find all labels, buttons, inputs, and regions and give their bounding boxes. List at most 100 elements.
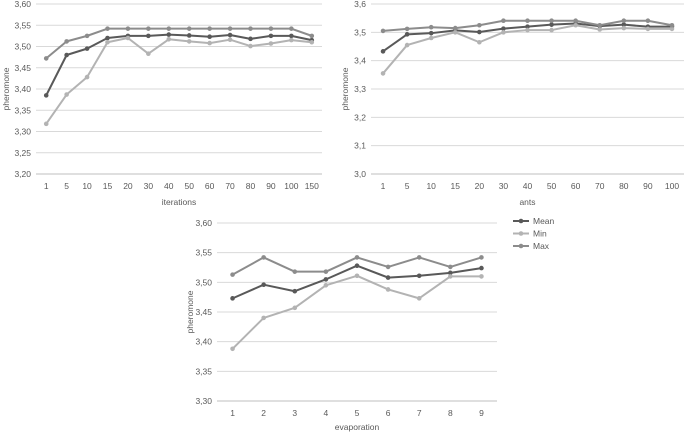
data-point-min bbox=[323, 283, 329, 288]
data-point-min bbox=[207, 40, 212, 46]
x-tick-label: 80 bbox=[246, 181, 256, 191]
data-point-min bbox=[64, 92, 69, 97]
y-tick-label: 3,2 bbox=[354, 112, 366, 122]
y-tick-label: 3,20 bbox=[14, 169, 31, 179]
data-point-mean bbox=[84, 46, 90, 51]
x-tick-label: 40 bbox=[164, 181, 174, 191]
x-tick-label: 40 bbox=[523, 181, 533, 191]
y-tick-label: 3,55 bbox=[14, 20, 31, 30]
x-tick-label: 10 bbox=[426, 181, 436, 191]
x-tick-label: 6 bbox=[386, 408, 391, 418]
data-point-max bbox=[479, 255, 484, 260]
data-point-min bbox=[354, 273, 360, 279]
data-point-max bbox=[380, 28, 386, 34]
data-point-min bbox=[268, 41, 274, 46]
y-tick-label: 3,60 bbox=[195, 218, 212, 228]
legend-label-max: Max bbox=[533, 241, 550, 251]
x-tick-label: 1 bbox=[44, 181, 49, 191]
data-point-max bbox=[354, 255, 360, 260]
data-point-mean bbox=[428, 30, 434, 36]
data-point-mean bbox=[248, 36, 253, 42]
y-tick-label: 3,55 bbox=[195, 248, 212, 258]
data-point-mean bbox=[380, 49, 386, 54]
x-tick-label: 30 bbox=[499, 181, 509, 191]
chart-evaporation: 3,30 3,35 3,40 3,45 3,50 3,55 3,60 1 2 3 4 5 6 7 8 9 eva… bbox=[185, 216, 555, 432]
series-line-max bbox=[45, 27, 313, 60]
y-tick-label: 3,1 bbox=[354, 141, 366, 151]
data-point-mean bbox=[501, 26, 506, 31]
data-point-mean bbox=[621, 22, 627, 27]
data-point-max bbox=[549, 18, 554, 24]
x-tick-label: 8 bbox=[448, 408, 453, 418]
y-tick-label: 3,5 bbox=[354, 27, 366, 37]
data-point-min bbox=[105, 39, 110, 45]
series-line-min bbox=[45, 37, 312, 125]
data-point-mean bbox=[292, 288, 298, 294]
data-point-max bbox=[248, 26, 253, 31]
data-point-max bbox=[166, 26, 172, 31]
data-point-min bbox=[289, 37, 294, 43]
data-point-max bbox=[84, 33, 90, 39]
data-point-min bbox=[248, 43, 253, 49]
series-max bbox=[380, 18, 675, 34]
data-point-mean bbox=[323, 277, 329, 282]
data-point-mean bbox=[354, 263, 360, 269]
data-point-min bbox=[309, 39, 315, 45]
series-max bbox=[43, 26, 315, 61]
x-tick-label: 1 bbox=[381, 181, 386, 191]
data-point-max bbox=[573, 18, 578, 24]
data-point-mean bbox=[416, 273, 422, 279]
y-axis-title: pheromone bbox=[340, 67, 350, 110]
y-tick-label: 3,35 bbox=[195, 366, 212, 376]
x-tick-label: 5 bbox=[355, 408, 360, 418]
y-tick-label: 3,45 bbox=[195, 307, 212, 317]
x-tick-label: 100 bbox=[665, 181, 679, 191]
data-point-max bbox=[385, 264, 391, 270]
data-point-max bbox=[525, 18, 530, 24]
legend-label-min: Min bbox=[533, 229, 547, 239]
data-point-max bbox=[428, 24, 434, 30]
x-tick-label: 7 bbox=[417, 408, 422, 418]
x-tick-label: 5 bbox=[64, 181, 69, 191]
x-tick-label: 100 bbox=[284, 181, 298, 191]
data-point-min bbox=[84, 74, 90, 80]
data-point-max bbox=[289, 26, 294, 31]
y-tick-label: 3,40 bbox=[14, 84, 31, 94]
x-axis-title: ants bbox=[519, 197, 535, 207]
x-tick-label: 2 bbox=[261, 408, 266, 418]
data-point-max bbox=[669, 22, 675, 28]
data-point-min bbox=[166, 36, 172, 42]
data-point-min bbox=[645, 26, 651, 32]
legend: Mean Min Max bbox=[513, 216, 555, 251]
data-point-max bbox=[146, 26, 151, 31]
data-point-max bbox=[323, 269, 329, 274]
x-tick-label: 50 bbox=[184, 181, 194, 191]
data-point-mean bbox=[207, 34, 212, 40]
data-point-max bbox=[416, 255, 422, 260]
x-tick-label: 9 bbox=[479, 408, 484, 418]
y-tick-label: 3,50 bbox=[195, 277, 212, 287]
data-point-mean bbox=[166, 32, 172, 37]
data-point-max bbox=[597, 22, 603, 28]
y-axis-title: pheromone bbox=[1, 67, 11, 110]
data-point-max bbox=[43, 56, 49, 61]
chart-iterations: 3,203,253,303,353,403,453,503,553,601 5 10… bbox=[1, 0, 322, 207]
x-tick-label: 1 bbox=[230, 408, 235, 418]
data-point-min bbox=[385, 287, 391, 292]
y-tick-label: 3,6 bbox=[354, 0, 366, 9]
x-tick-label: 10 bbox=[82, 181, 92, 191]
x-tick-label: 60 bbox=[571, 181, 581, 191]
data-point-min bbox=[43, 121, 49, 127]
data-point-mean bbox=[230, 296, 235, 301]
data-point-max bbox=[261, 255, 266, 260]
data-point-min bbox=[227, 37, 233, 42]
data-point-max bbox=[452, 25, 458, 31]
legend-marker-max bbox=[518, 243, 524, 249]
y-tick-label: 3,45 bbox=[14, 63, 31, 73]
data-point-min bbox=[146, 51, 151, 57]
x-tick-label: 150 bbox=[305, 181, 319, 191]
data-point-min bbox=[416, 296, 422, 301]
data-point-min bbox=[501, 30, 506, 35]
y-tick-label: 3,35 bbox=[14, 105, 31, 115]
